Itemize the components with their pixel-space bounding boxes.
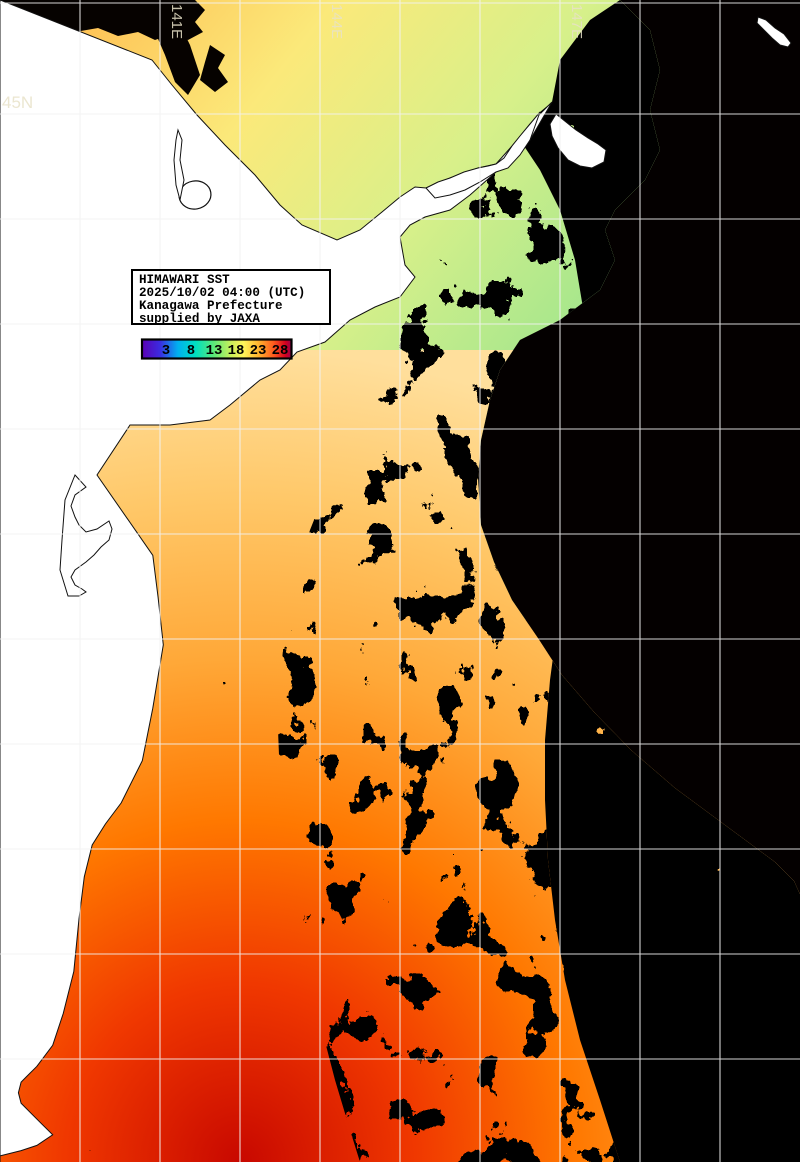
svg-text:147E: 147E — [568, 4, 585, 39]
svg-text:2025/10/02 04:00 (UTC): 2025/10/02 04:00 (UTC) — [139, 286, 305, 300]
svg-text:23: 23 — [250, 343, 267, 359]
svg-text:3: 3 — [162, 343, 170, 359]
svg-text:13: 13 — [206, 343, 223, 359]
svg-text:supplied by JAXA: supplied by JAXA — [139, 312, 260, 326]
svg-text:8: 8 — [187, 343, 195, 359]
svg-text:45N: 45N — [2, 93, 33, 112]
svg-text:18: 18 — [228, 343, 245, 359]
svg-text:141E: 141E — [168, 4, 185, 39]
svg-text:Kanagawa Prefecture: Kanagawa Prefecture — [139, 299, 283, 313]
svg-text:HIMAWARI SST: HIMAWARI SST — [139, 273, 230, 287]
svg-text:28: 28 — [272, 343, 289, 359]
svg-text:144E: 144E — [328, 4, 345, 39]
